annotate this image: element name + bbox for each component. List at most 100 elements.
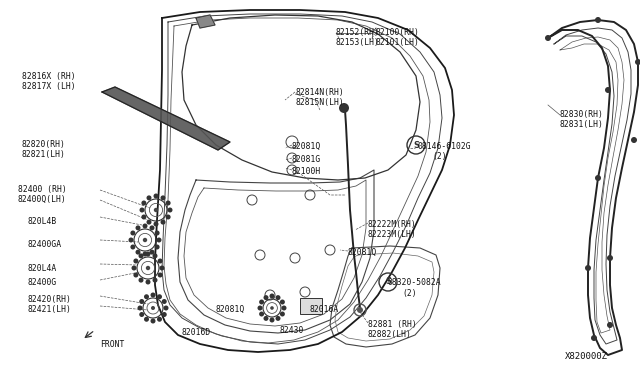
- Text: 82400Q(LH): 82400Q(LH): [18, 195, 67, 204]
- Bar: [300, 298, 322, 314]
- Polygon shape: [196, 15, 215, 28]
- Circle shape: [144, 294, 149, 299]
- Circle shape: [259, 299, 264, 305]
- Text: 82400GA: 82400GA: [28, 240, 62, 249]
- Circle shape: [157, 259, 163, 263]
- Text: 82081Q: 82081Q: [216, 305, 245, 314]
- Text: 82817X (LH): 82817X (LH): [22, 82, 76, 91]
- Text: 82820(RH): 82820(RH): [22, 140, 66, 149]
- Circle shape: [138, 305, 143, 311]
- Text: 82400G: 82400G: [28, 278, 57, 287]
- Circle shape: [131, 244, 136, 250]
- Circle shape: [140, 299, 144, 304]
- Circle shape: [605, 87, 611, 93]
- Text: 820L4B: 820L4B: [28, 217, 57, 226]
- Circle shape: [150, 225, 154, 230]
- Circle shape: [154, 221, 159, 227]
- Circle shape: [162, 299, 167, 304]
- Circle shape: [155, 244, 159, 250]
- Text: 82081G: 82081G: [292, 155, 321, 164]
- Text: 82081Q: 82081Q: [292, 142, 321, 151]
- Text: 82100(RH): 82100(RH): [376, 28, 420, 37]
- Circle shape: [140, 312, 144, 317]
- Text: 82101(LH): 82101(LH): [376, 38, 420, 47]
- Circle shape: [157, 237, 161, 243]
- Circle shape: [168, 208, 173, 212]
- Circle shape: [152, 278, 157, 283]
- Circle shape: [143, 251, 147, 257]
- Circle shape: [154, 193, 159, 199]
- Text: 82153(LH): 82153(LH): [336, 38, 380, 47]
- Circle shape: [259, 311, 264, 317]
- Circle shape: [145, 251, 150, 257]
- Circle shape: [138, 253, 143, 259]
- Text: 82430: 82430: [280, 326, 305, 335]
- Circle shape: [631, 137, 637, 143]
- Circle shape: [157, 294, 162, 299]
- Circle shape: [152, 253, 157, 259]
- Text: X820000Z: X820000Z: [565, 352, 608, 361]
- Circle shape: [155, 231, 159, 235]
- Text: 82881 (RH): 82881 (RH): [368, 320, 417, 329]
- Circle shape: [141, 215, 147, 219]
- Text: 82222M(RH): 82222M(RH): [368, 220, 417, 229]
- Circle shape: [269, 317, 275, 323]
- Circle shape: [131, 231, 136, 235]
- Circle shape: [282, 305, 287, 311]
- Text: 82421(LH): 82421(LH): [28, 305, 72, 314]
- Text: 82882(LH): 82882(LH): [368, 330, 412, 339]
- Text: 82815N(LH): 82815N(LH): [295, 98, 344, 107]
- Text: 82814N(RH): 82814N(RH): [295, 88, 344, 97]
- Circle shape: [280, 311, 285, 317]
- Circle shape: [136, 225, 141, 230]
- Circle shape: [150, 318, 156, 324]
- Circle shape: [166, 201, 171, 205]
- Circle shape: [131, 266, 136, 270]
- Circle shape: [607, 322, 613, 328]
- Circle shape: [138, 278, 143, 283]
- Circle shape: [257, 305, 262, 311]
- Circle shape: [147, 195, 152, 201]
- Polygon shape: [102, 87, 230, 150]
- Text: S: S: [413, 141, 419, 150]
- Circle shape: [585, 265, 591, 271]
- Text: 82100H: 82100H: [292, 167, 321, 176]
- Text: 82016A: 82016A: [310, 305, 339, 314]
- Circle shape: [161, 195, 166, 201]
- Circle shape: [269, 294, 275, 298]
- Circle shape: [275, 316, 280, 321]
- Circle shape: [545, 35, 551, 41]
- Circle shape: [591, 335, 597, 341]
- Text: S: S: [385, 278, 391, 286]
- Circle shape: [270, 306, 274, 310]
- Circle shape: [136, 250, 141, 254]
- Circle shape: [146, 266, 150, 270]
- Text: 820L4A: 820L4A: [28, 264, 57, 273]
- Circle shape: [162, 312, 167, 317]
- Circle shape: [129, 237, 134, 243]
- Text: 82400 (RH): 82400 (RH): [18, 185, 67, 194]
- Circle shape: [357, 307, 363, 313]
- Circle shape: [140, 208, 145, 212]
- Circle shape: [157, 317, 162, 322]
- Text: 82420(RH): 82420(RH): [28, 295, 72, 304]
- Circle shape: [166, 215, 171, 219]
- Text: 82821(LH): 82821(LH): [22, 150, 66, 159]
- Text: 82223M(LH): 82223M(LH): [368, 230, 417, 239]
- Circle shape: [144, 317, 149, 322]
- Circle shape: [133, 259, 138, 263]
- Text: 82816X (RH): 82816X (RH): [22, 72, 76, 81]
- Circle shape: [133, 273, 138, 278]
- Text: 08146-6102G: 08146-6102G: [418, 142, 472, 151]
- Circle shape: [150, 250, 154, 254]
- Circle shape: [150, 292, 156, 298]
- Circle shape: [159, 266, 164, 270]
- Circle shape: [147, 219, 152, 225]
- Circle shape: [161, 219, 166, 225]
- Circle shape: [635, 59, 640, 65]
- Text: 82081Q: 82081Q: [348, 248, 377, 257]
- Circle shape: [143, 224, 147, 228]
- Text: 82830(RH): 82830(RH): [560, 110, 604, 119]
- Circle shape: [339, 103, 349, 113]
- Circle shape: [151, 306, 155, 310]
